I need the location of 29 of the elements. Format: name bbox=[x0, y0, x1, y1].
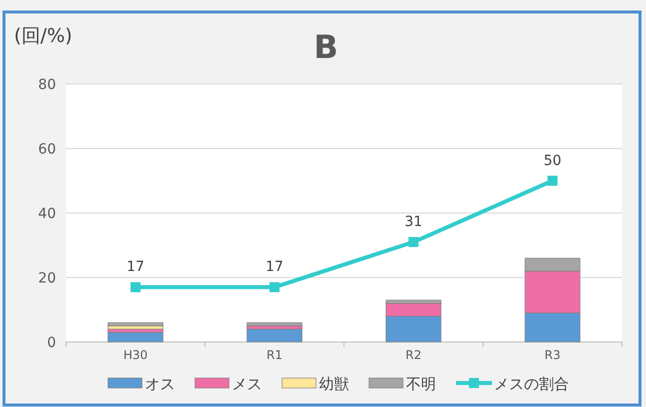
legend-label: メス bbox=[232, 375, 262, 393]
y-tick-label: 40 bbox=[38, 206, 56, 222]
y-tick-label: 0 bbox=[47, 335, 56, 351]
legend-label: 不明 bbox=[406, 375, 436, 393]
x-tick-label: R3 bbox=[544, 348, 560, 362]
y-tick-label: 80 bbox=[38, 77, 56, 93]
bar bbox=[108, 322, 164, 326]
point bbox=[270, 282, 280, 292]
bar bbox=[108, 332, 164, 342]
legend-label: メスの割合 bbox=[494, 375, 569, 393]
data-label: 17 bbox=[266, 259, 284, 276]
legend-label: 幼獣 bbox=[319, 375, 349, 393]
data-label: 17 bbox=[126, 259, 144, 276]
point bbox=[548, 176, 558, 186]
bar bbox=[246, 328, 302, 342]
point bbox=[408, 237, 418, 248]
data-label: 31 bbox=[404, 214, 422, 230]
chart-title: B bbox=[314, 28, 338, 66]
y-axis-title: (回/%) bbox=[14, 25, 72, 47]
bar bbox=[246, 322, 302, 326]
legend-label: オス bbox=[145, 375, 175, 393]
x-tick-label: R1 bbox=[266, 348, 282, 362]
data-label: 50 bbox=[544, 152, 562, 169]
y-tick-label: 20 bbox=[38, 270, 56, 286]
x-tick-label: H30 bbox=[123, 348, 148, 362]
x-tick-label: R2 bbox=[406, 348, 422, 362]
bar bbox=[108, 326, 164, 330]
point bbox=[130, 282, 140, 292]
y-tick-label: 60 bbox=[38, 142, 56, 158]
